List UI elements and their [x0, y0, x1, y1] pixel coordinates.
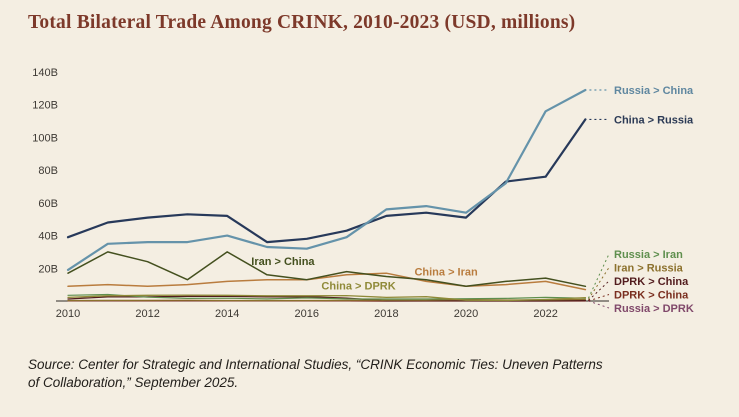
source-note: Source: Center for Strategic and Interna… — [28, 357, 603, 391]
label-leader-line — [588, 300, 610, 309]
series-label: Iran > Russia — [614, 263, 684, 275]
series-label: Russia > China — [614, 85, 694, 97]
series-label: DPRK > China — [614, 290, 689, 302]
x-axis-tick-label: 2020 — [454, 308, 478, 320]
inline-series-label: China > DPRK — [321, 281, 395, 293]
inline-series-label: Iran > China — [251, 256, 315, 268]
x-axis-tick-label: 2016 — [295, 308, 319, 320]
label-leader-line — [587, 253, 610, 299]
y-axis-tick-label: 120B — [32, 100, 58, 112]
series-line-7 — [67, 251, 587, 288]
series-label: DPRK > China — [614, 276, 689, 288]
x-axis-tick-label: 2022 — [533, 308, 557, 320]
label-leader-line — [587, 267, 610, 300]
series-label: Russia > DPRK — [614, 303, 694, 315]
y-axis-tick-label: 140B — [32, 67, 58, 79]
y-axis-tick-label: 80B — [38, 165, 58, 177]
series-line-5 — [67, 294, 587, 302]
x-axis-tick-label: 2018 — [374, 308, 398, 320]
y-axis-tick-label: 60B — [38, 198, 58, 210]
y-axis-tick-label: 40B — [38, 231, 58, 243]
label-leader-line — [588, 294, 610, 302]
y-axis-tick-label: 100B — [32, 132, 58, 144]
inline-series-label: China > Iran — [414, 267, 478, 279]
chart-title: Total Bilateral Trade Among CRINK, 2010-… — [28, 12, 576, 33]
series-label: China > Russia — [614, 114, 694, 126]
series-line-9 — [66, 88, 587, 271]
trade-line-chart: 20B 40B 60B 80B 100B 120B 140B 2010 2012 2014 2016… — [32, 67, 694, 320]
x-axis-tick-label: 2012 — [135, 308, 159, 320]
series-line-4 — [67, 293, 587, 300]
series-line-6 — [67, 272, 587, 291]
y-axis-tick-label: 20B — [38, 263, 58, 275]
x-axis-tick-label: 2010 — [56, 308, 80, 320]
series-label: Russia > Iran — [614, 249, 683, 261]
x-axis-tick-label: 2014 — [215, 308, 239, 320]
